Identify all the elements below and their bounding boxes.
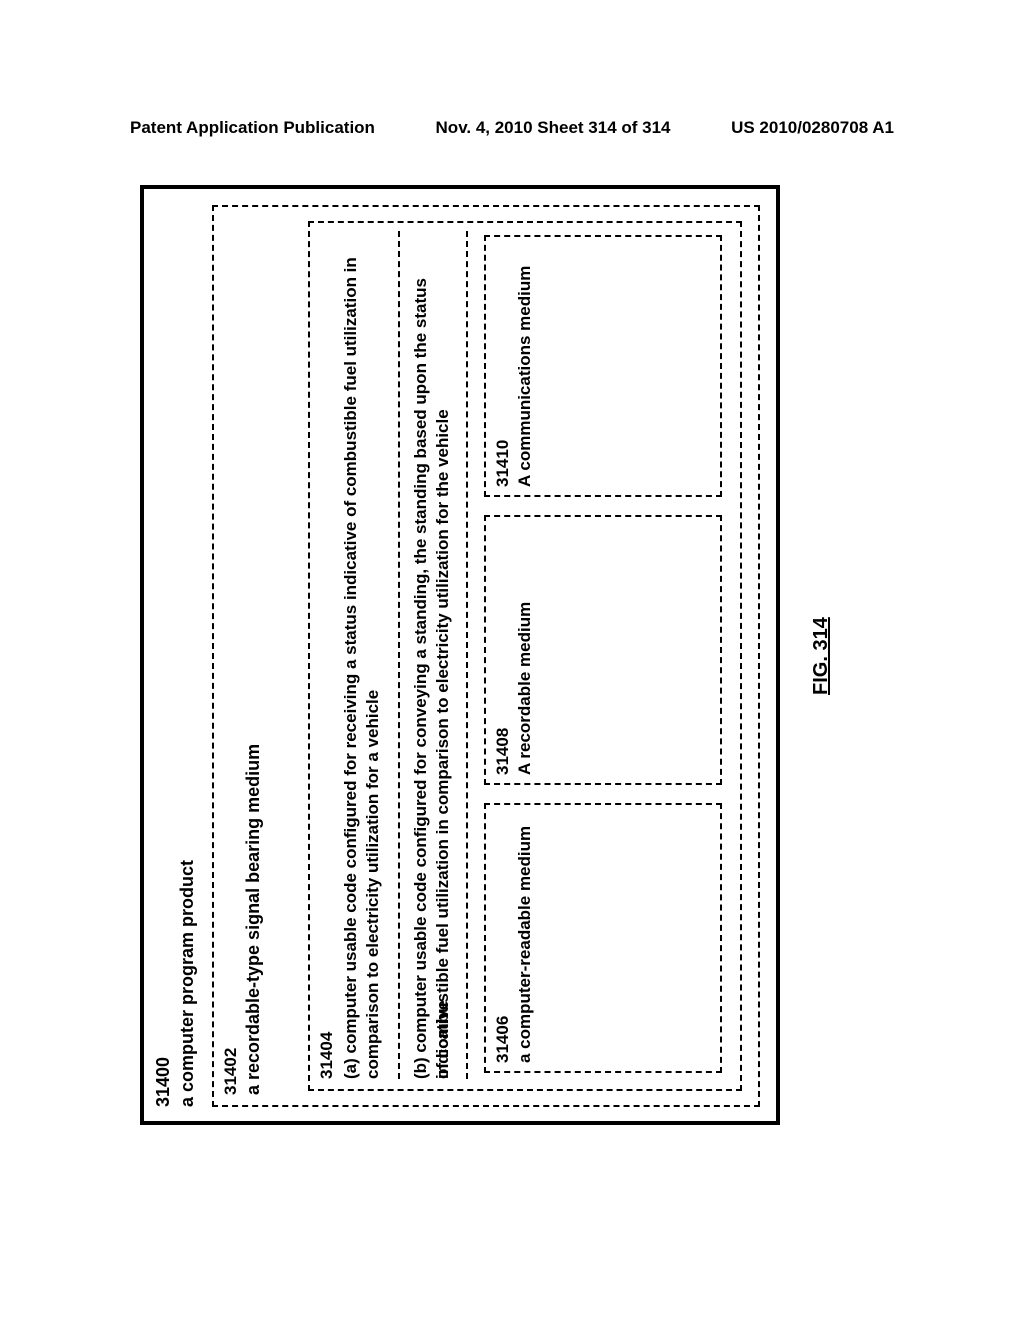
- header-right: US 2010/0280708 A1: [731, 118, 894, 138]
- text-31408: A recordable medium: [514, 525, 536, 775]
- ref-31406: 31406: [492, 1016, 514, 1063]
- ref-31400: 31400: [152, 1057, 175, 1107]
- text-31406: a computer-readable medium: [514, 813, 536, 1063]
- ref-31408: 31408: [492, 728, 514, 775]
- text-31404-b2: of combustible fuel utilization in compa…: [432, 231, 454, 1079]
- figure-caption-text: FIG. 314: [810, 617, 832, 695]
- header-left: Patent Application Publication: [130, 118, 375, 138]
- ref-31404: 31404: [316, 1032, 338, 1079]
- text-31410: A communications medium: [514, 245, 536, 487]
- figure-stage: 31400 a computer program product 31402 a…: [140, 185, 780, 1125]
- title-31400: a computer program product: [176, 860, 199, 1107]
- text-31404-a1: (a) computer usable code configured for …: [340, 231, 362, 1079]
- ref-31402: 31402: [220, 1048, 242, 1095]
- ref-31410: 31410: [492, 440, 514, 487]
- page-header: Patent Application Publication Nov. 4, 2…: [0, 118, 1024, 138]
- figure-rotated-container: 31400 a computer program product 31402 a…: [0, 335, 930, 975]
- text-31404-a2: comparison to electricity utilization fo…: [362, 231, 384, 1079]
- divider-a-b: [398, 231, 400, 1079]
- divider-b-sub: [466, 231, 468, 1079]
- text-31402: a recordable-type signal bearing medium: [242, 744, 265, 1095]
- figure-caption: FIG. 314: [810, 617, 833, 695]
- header-center: Nov. 4, 2010 Sheet 314 of 314: [436, 118, 671, 138]
